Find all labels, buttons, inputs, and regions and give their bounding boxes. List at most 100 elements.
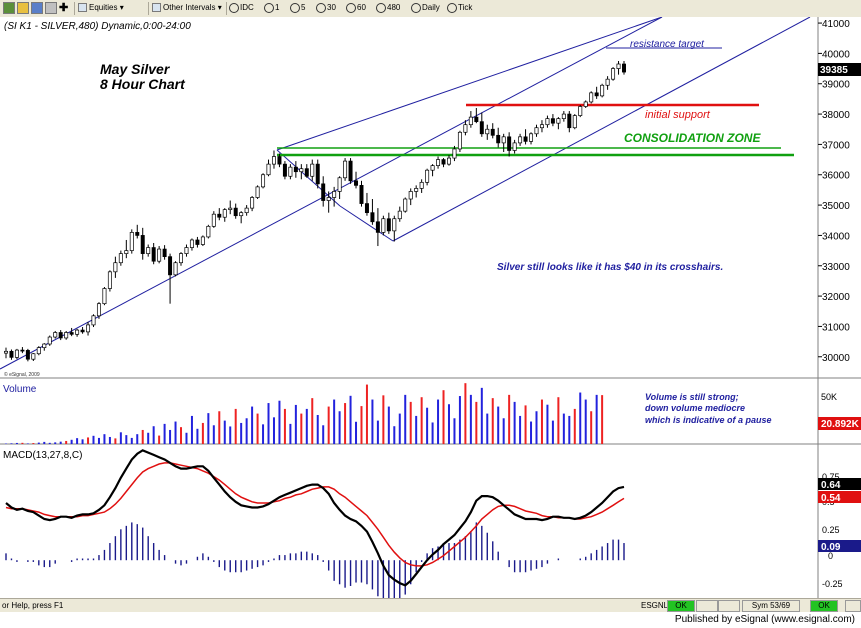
candle-body — [463, 124, 468, 133]
print-icon[interactable] — [45, 2, 59, 14]
macd-value: 0.64 — [821, 480, 841, 491]
macd-tick-025: 0.25 — [822, 525, 840, 535]
volume-bar — [136, 434, 139, 444]
candle-body — [485, 128, 490, 135]
status-slot — [718, 600, 740, 612]
volume-bar — [65, 440, 68, 444]
price-tick-label: 35000 — [822, 201, 850, 212]
volume-series — [5, 383, 604, 444]
candle-body — [179, 253, 183, 264]
help-text: or Help, press F1 — [2, 601, 64, 610]
volume-bar — [355, 421, 358, 444]
candle-body — [364, 203, 369, 214]
volume-bar — [251, 406, 254, 444]
circle-icon — [229, 2, 239, 13]
candle-body — [64, 332, 69, 339]
volume-note-line3: which is indicative of a pause — [645, 415, 772, 425]
candle-body — [91, 315, 96, 326]
volume-bar — [584, 399, 587, 444]
volume-bar — [376, 420, 379, 444]
volume-bar — [590, 411, 593, 444]
candle-body — [304, 168, 309, 177]
price-tick-label: 34000 — [822, 231, 850, 242]
volume-bar — [431, 422, 434, 444]
candle-body — [135, 232, 140, 236]
macd-tick-neg025: -0.25 — [822, 579, 843, 589]
candle-body — [162, 248, 167, 258]
open-icon[interactable] — [17, 2, 31, 14]
price-tick-label: 33000 — [822, 262, 850, 273]
volume-bar — [316, 414, 319, 444]
volume-bar — [371, 399, 374, 444]
candle-body — [124, 250, 129, 254]
volume-bar — [557, 397, 560, 444]
equities-menu[interactable]: Equities ▾ — [78, 2, 124, 14]
interval-button-daily[interactable]: Daily — [411, 2, 440, 14]
candle-body — [157, 248, 162, 262]
candle-body — [25, 350, 30, 360]
candle-body — [239, 212, 244, 217]
volume-bar — [415, 415, 418, 444]
interval-button-5[interactable]: 5 — [290, 2, 305, 14]
interval-button-480[interactable]: 480 — [376, 2, 400, 14]
save-icon[interactable] — [31, 2, 45, 14]
plus-icon[interactable]: ✚ — [59, 2, 69, 14]
candle-body — [228, 207, 233, 210]
circle-icon — [447, 2, 457, 13]
volume-bar — [87, 437, 90, 444]
toolbar: ✚ Equities ▾ Other Intervals ▾ IDC 1 5 3… — [0, 0, 861, 18]
pitchfork-channel — [0, 17, 811, 370]
volume-bar — [322, 425, 325, 444]
interval-button-30[interactable]: 30 — [316, 2, 336, 14]
volume-bar — [26, 443, 29, 444]
interval-button-tick[interactable]: Tick — [447, 2, 472, 14]
volume-bar — [21, 442, 24, 444]
chart-window[interactable]: 41000 40000 39000 38000 37000 36000 35000 34000… — [0, 17, 861, 598]
connection-status-ok: OK — [810, 600, 838, 612]
volume-bar — [180, 427, 183, 444]
other-intervals-label: Other Intervals — [163, 3, 216, 12]
volume-bar — [141, 429, 144, 444]
candle-body — [184, 247, 189, 254]
volume-bar — [272, 417, 275, 444]
interval-label: Tick — [458, 3, 473, 12]
candle-body — [107, 271, 112, 289]
volume-panel-label: Volume — [3, 384, 37, 395]
candle-body — [529, 133, 534, 142]
pivot-line — [276, 149, 341, 207]
volume-bar — [398, 413, 401, 444]
candle-body — [53, 332, 58, 338]
volume-bar — [344, 403, 347, 444]
volume-bar — [535, 411, 538, 444]
volume-bar — [393, 426, 396, 444]
candle-body — [332, 191, 337, 198]
candle-body — [474, 116, 479, 123]
candle-body — [600, 84, 605, 97]
chart-title-line1: May Silver — [100, 61, 171, 77]
volume-bar — [15, 442, 18, 444]
candle-body — [310, 163, 315, 177]
volume-bar — [201, 422, 204, 444]
volume-bar — [212, 425, 215, 444]
other-intervals-menu[interactable]: Other Intervals ▾ — [152, 2, 222, 14]
volume-bar — [426, 407, 429, 444]
volume-bar — [568, 415, 571, 444]
app-icon[interactable] — [3, 2, 17, 14]
candle-body — [583, 101, 588, 107]
volume-bar — [508, 394, 511, 444]
interval-label: 60 — [357, 3, 366, 12]
volume-last-value: 20.892K — [821, 419, 860, 430]
candle-body — [326, 197, 331, 201]
candle-body — [80, 329, 85, 333]
candle-body — [561, 113, 566, 119]
interval-button-1[interactable]: 1 — [264, 2, 279, 14]
volume-bar — [365, 384, 368, 444]
candle-body — [315, 163, 320, 185]
volume-bar — [475, 401, 478, 444]
volume-bar — [174, 421, 177, 444]
interval-button-60[interactable]: 60 — [346, 2, 366, 14]
candle-body — [282, 163, 287, 177]
candle-body — [545, 118, 550, 126]
signal-value-box — [818, 491, 861, 503]
interval-button-idc[interactable]: IDC — [229, 2, 254, 14]
